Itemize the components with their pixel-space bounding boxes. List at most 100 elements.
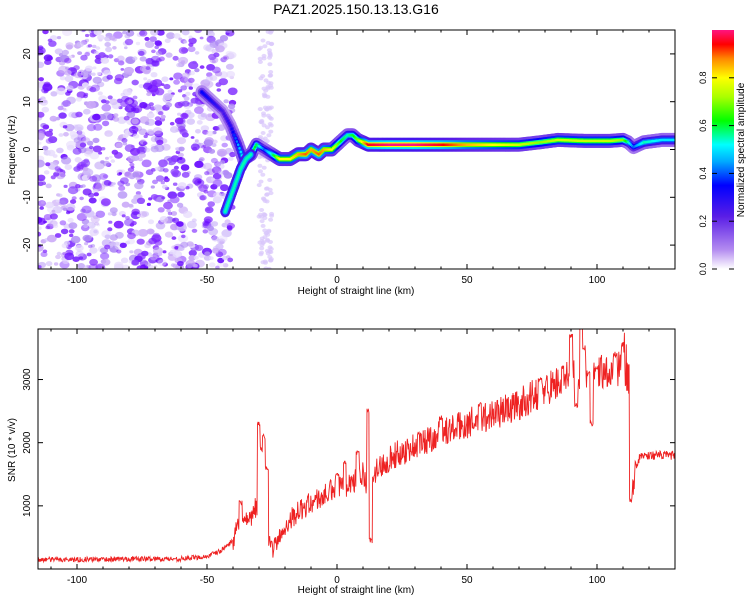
noise-blob: [137, 252, 146, 260]
noise-blob: [138, 152, 146, 158]
x-tick-label: 0: [334, 275, 340, 286]
noise-blob: [84, 150, 92, 157]
noise-blob: [161, 184, 168, 189]
noise-blob: [181, 234, 186, 239]
noise-blob: [185, 91, 191, 96]
noise-blob: [180, 60, 186, 64]
noise-blob: [178, 146, 185, 152]
x-tick-label: 0: [334, 575, 340, 586]
noise-blob: [78, 256, 84, 260]
ridge-mark: [222, 112, 226, 115]
noise-blob: [268, 258, 274, 263]
noise-blob: [150, 30, 159, 36]
noise-blob: [198, 184, 208, 192]
noise-blob: [203, 139, 214, 147]
noise-blob: [130, 211, 141, 220]
noise-blob: [204, 171, 210, 176]
noise-blob: [174, 246, 179, 250]
noise-blob: [157, 207, 165, 213]
noise-blob: [215, 45, 225, 53]
noise-blob: [216, 148, 228, 157]
noise-blob: [108, 220, 113, 224]
noise-blob: [86, 252, 92, 257]
noise-blob: [86, 265, 91, 268]
noise-blob: [186, 263, 193, 268]
noise-blob: [134, 182, 144, 190]
noise-blob: [81, 82, 89, 88]
noise-blob: [39, 206, 44, 210]
snr-frame: [37, 328, 676, 570]
noise-blob: [258, 179, 264, 184]
noise-blob: [150, 185, 155, 189]
noise-blob: [204, 251, 211, 257]
noise-blob: [38, 226, 42, 230]
x-tick-label: 100: [589, 575, 606, 586]
noise-blob: [178, 37, 183, 41]
noise-blob: [263, 186, 269, 191]
noise-blob: [70, 67, 76, 72]
noise-blob: [54, 166, 61, 172]
noise-blob: [75, 96, 82, 102]
noise-blob: [268, 247, 274, 251]
noise-blob: [62, 30, 73, 37]
noise-blob: [42, 124, 50, 130]
noise-blob: [194, 106, 204, 114]
noise-blob: [98, 52, 106, 59]
noise-blob: [174, 117, 184, 125]
noise-blob: [170, 211, 178, 216]
ridge-mark: [235, 140, 239, 143]
noise-blob: [117, 180, 125, 187]
noise-blob: [258, 120, 264, 124]
noise-blob: [217, 238, 226, 245]
noise-blob: [162, 168, 169, 173]
noise-blob: [69, 233, 74, 238]
noise-blob: [229, 151, 237, 158]
noise-blob: [104, 244, 111, 250]
noise-blob: [60, 228, 69, 235]
noise-blob: [62, 100, 71, 107]
noise-blob: [163, 177, 170, 183]
noise-blob: [112, 46, 117, 50]
noise-blob: [269, 211, 275, 216]
noise-blob: [227, 51, 237, 59]
noise-blob: [157, 111, 164, 116]
noise-blob: [208, 53, 217, 61]
noise-blob: [59, 200, 66, 206]
noise-blob: [172, 250, 182, 258]
noise-blob: [76, 41, 84, 48]
noise-blob: [128, 203, 134, 208]
noise-blob: [100, 147, 106, 151]
noise-blob: [256, 183, 262, 188]
noise-blob: [222, 255, 228, 261]
noise-blob: [56, 36, 62, 40]
noise-blob: [259, 208, 265, 212]
noise-blob: [158, 56, 165, 62]
noise-blob: [215, 82, 222, 87]
noise-blob: [165, 52, 173, 58]
snr-panel: -100 -50 0 50 100 1000 2000 3000 Height of str…: [7, 328, 676, 596]
noise-blob: [176, 202, 184, 208]
noise-blob: [89, 247, 98, 254]
noise-blob: [156, 30, 165, 36]
noise-blob: [39, 99, 49, 106]
noise-blob: [144, 147, 151, 153]
noise-blob: [124, 171, 133, 179]
noise-blob: [65, 66, 70, 70]
noise-blob: [70, 199, 77, 205]
noise-blob: [88, 244, 93, 249]
noise-blob: [141, 211, 150, 217]
noise-blob: [69, 131, 78, 137]
noise-blob: [136, 238, 145, 245]
noise-blob: [188, 42, 194, 47]
y-tick-label: 20: [22, 48, 33, 60]
noise-blob: [213, 192, 222, 199]
noise-blob: [85, 33, 90, 38]
colorbar-tick-label: 0.4: [698, 167, 708, 180]
noise-blob: [102, 174, 109, 179]
noise-blob: [157, 252, 163, 256]
noise-blob: [169, 77, 174, 81]
ridge-mark: [238, 147, 241, 150]
noise-blob: [165, 102, 173, 108]
noise-blob: [110, 159, 116, 163]
noise-blob: [167, 89, 173, 94]
